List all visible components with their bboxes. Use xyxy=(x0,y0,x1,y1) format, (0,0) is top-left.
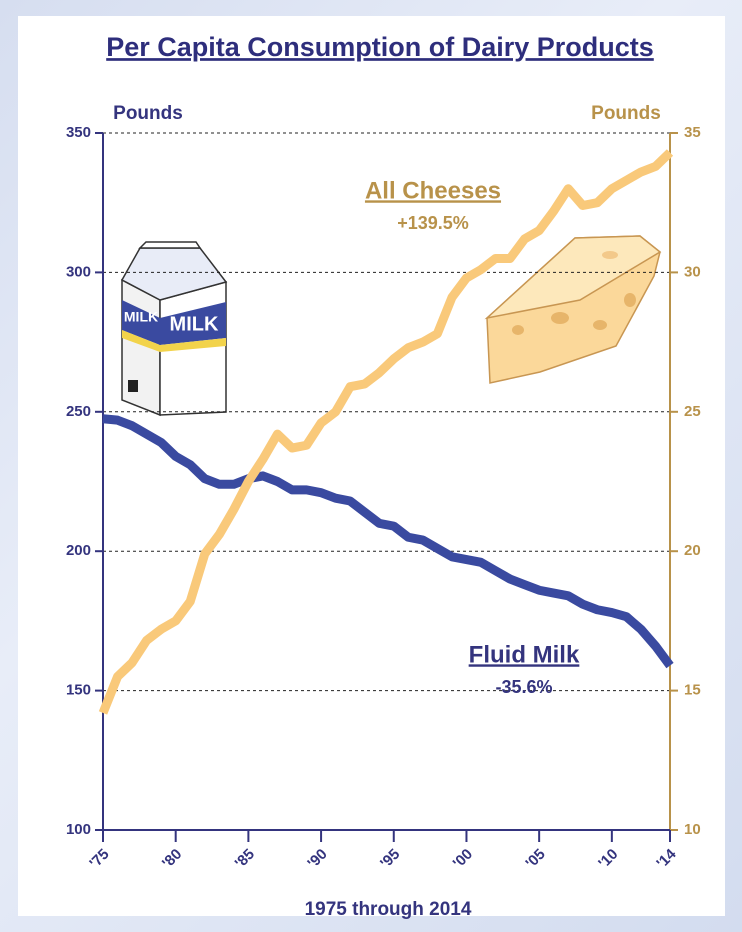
y-tick-label: 350 xyxy=(66,124,91,141)
y2-axis-label: Pounds xyxy=(591,103,661,124)
y-tick-label: 150 xyxy=(66,682,91,699)
y-axis-label: Pounds xyxy=(113,103,183,124)
chart-title: Per Capita Consumption of Dairy Products xyxy=(106,32,654,62)
y-tick-label: 300 xyxy=(66,263,91,280)
annotation-backdrop xyxy=(343,174,523,226)
carton-label: MILK xyxy=(124,309,158,325)
carton-label: MILK xyxy=(170,313,219,335)
y2-tick-label: 20 xyxy=(684,542,701,559)
y-tick-label: 100 xyxy=(66,821,91,838)
y2-tick-label: 25 xyxy=(684,403,701,420)
data-line xyxy=(98,149,674,715)
x-axis-label: 1975 through 2014 xyxy=(305,899,472,920)
y-tick-label: 250 xyxy=(66,403,91,420)
cheese-wedge xyxy=(484,235,662,384)
annotation-subtext: +139.5% xyxy=(397,213,469,233)
annotation-subtext: -35.6% xyxy=(495,677,552,697)
milk-carton: MILK MILK xyxy=(120,241,228,417)
annotation-title: All Cheeses xyxy=(365,177,501,204)
y2-tick-label: 10 xyxy=(684,821,701,838)
y2-tick-label: 35 xyxy=(684,124,701,141)
data-line xyxy=(102,414,674,669)
annotation-backdrop xyxy=(434,638,614,690)
annotation-title: Fluid Milk xyxy=(469,641,580,668)
y-tick-label: 200 xyxy=(66,542,91,559)
y2-tick-label: 30 xyxy=(684,263,701,280)
panel xyxy=(18,16,725,916)
y2-tick-label: 15 xyxy=(684,682,701,699)
